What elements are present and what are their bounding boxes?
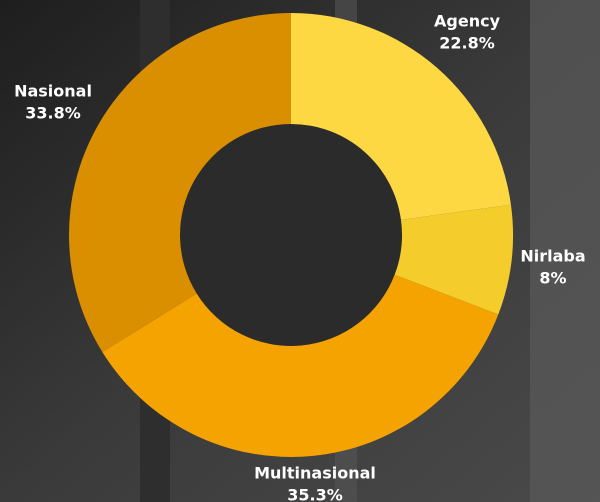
donut-hole <box>180 124 402 346</box>
donut-slice <box>291 13 511 220</box>
slice-label: Nasional <box>14 82 92 101</box>
labels: Agency 22.8% Nirlaba 8% Multinasional 35.3% Na… <box>14 12 586 502</box>
donut-slice <box>68 13 291 352</box>
slice-value-label: 8% <box>539 269 566 288</box>
slice-value-label: 33.8% <box>25 104 81 123</box>
slice-value-label: 35.3% <box>287 486 343 502</box>
background-wall <box>530 0 600 502</box>
slice-label: Multinasional <box>254 464 376 483</box>
slice-value-label: 22.8% <box>439 34 495 53</box>
slice-label: Nirlaba <box>520 247 585 266</box>
donut-slice <box>102 274 499 457</box>
slice-label: Agency <box>434 12 501 31</box>
slices <box>68 13 513 457</box>
donut-slice <box>394 204 513 315</box>
